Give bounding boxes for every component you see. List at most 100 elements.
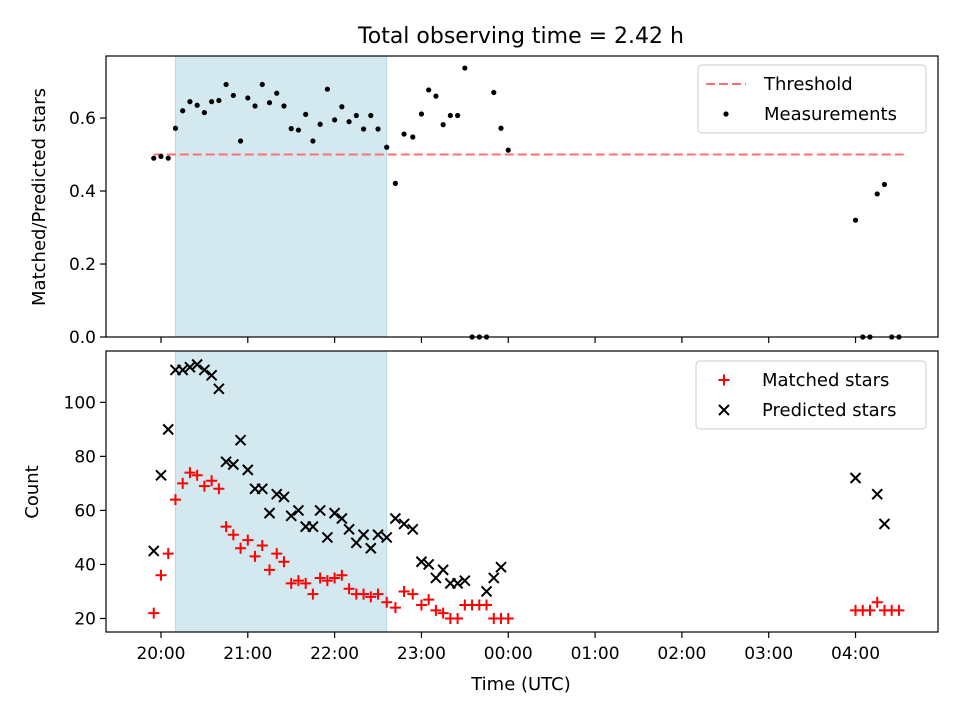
matched-star-point: [871, 596, 883, 608]
predicted-star-point: [198, 364, 211, 376]
predicted-star-point: [389, 512, 402, 525]
predicted-star-point: [176, 364, 189, 376]
predicted-star-point: [437, 564, 449, 576]
predicted-star-point: [148, 545, 160, 557]
measurement-point: [187, 99, 193, 105]
matched-star-point: [256, 540, 268, 552]
predicted-stars-points: [148, 358, 891, 598]
measurement-point: [216, 97, 222, 104]
predicted-star-point: [328, 507, 341, 519]
measurement-point: [339, 104, 345, 110]
measurement-point: [317, 121, 323, 127]
matched-star-point: [336, 569, 348, 581]
predicted-star-point: [488, 572, 500, 584]
matched-star-point: [278, 556, 290, 568]
chart-title: Total observing time = 2.42 h: [357, 24, 684, 49]
matched-star-point: [423, 594, 435, 606]
matched-star-point: [264, 564, 276, 576]
matched-stars-points: [148, 467, 905, 624]
predicted-star-point: [155, 469, 167, 481]
observing-time-span: [174, 55, 388, 338]
predicted-star-point: [480, 585, 493, 598]
measurement-point: [360, 126, 367, 132]
observing-time-span: [174, 350, 388, 633]
matched-star-point: [415, 599, 427, 611]
measurement-point: [852, 217, 859, 223]
matched-star-point: [162, 548, 174, 560]
measurement-point: [237, 138, 244, 144]
matched-star-point: [213, 483, 225, 495]
predicted-star-point: [365, 542, 377, 554]
predicted-star-point: [278, 491, 290, 503]
measurement-point: [353, 112, 359, 119]
legend-measurement-swatch: [723, 111, 729, 117]
predicted-star-point: [191, 358, 203, 371]
matched-star-point: [169, 494, 181, 506]
measurement-point: [223, 81, 229, 88]
matched-star-point: [220, 521, 232, 533]
measurement-point: [209, 99, 215, 105]
measurement-point: [295, 127, 302, 133]
matched-star-point: [381, 596, 393, 608]
matched-star-point: [502, 612, 514, 624]
top-observing-span: [174, 55, 388, 338]
measurement-point: [433, 93, 439, 99]
matched-star-point: [206, 475, 218, 487]
matched-star-point: [343, 583, 355, 595]
x-tick-label: 03:00: [744, 644, 793, 664]
matched-star-point: [321, 575, 333, 587]
predicted-star-point: [205, 369, 218, 382]
predicted-star-point: [398, 518, 410, 530]
predicted-star-point: [271, 488, 283, 500]
predicted-star-point: [213, 383, 225, 395]
measurement-point: [259, 81, 265, 88]
predicted-star-point: [381, 531, 393, 544]
predicted-star-point: [459, 574, 471, 587]
measurement-point: [288, 126, 294, 132]
y-tick-label: 60: [74, 501, 96, 521]
matched-star-point: [365, 591, 377, 603]
matched-star-point: [358, 588, 370, 600]
matched-star-point: [285, 577, 297, 589]
matched-star-point: [184, 467, 196, 479]
predicted-star-point: [407, 523, 419, 536]
predicted-star-point: [314, 504, 326, 517]
matched-star-point: [452, 612, 464, 624]
x-tick-label: 23:00: [397, 644, 446, 664]
measurement-point: [245, 95, 251, 101]
measurement-point: [491, 89, 497, 96]
matched-star-point: [893, 604, 905, 616]
matched-star-point: [407, 588, 419, 600]
predicted-star-point: [184, 361, 196, 373]
matched-star-point: [292, 575, 304, 587]
measurement-point: [274, 90, 280, 96]
predicted-star-point: [871, 488, 883, 500]
predicted-star-point: [292, 504, 305, 517]
predicted-star-point: [234, 434, 247, 446]
predicted-star-point: [451, 577, 464, 590]
matched-star-point: [155, 569, 167, 581]
matched-star-point: [235, 542, 247, 554]
x-tick-label: 20:00: [136, 644, 185, 664]
legend-label: Measurements: [764, 104, 897, 125]
measurement-point: [230, 92, 236, 99]
matched-star-point: [437, 607, 449, 619]
predicted-star-point: [263, 507, 276, 519]
matched-star-point: [329, 572, 341, 584]
bottom-observing-span: [174, 350, 388, 633]
matched-star-point: [227, 529, 239, 541]
predicted-star-point: [220, 456, 232, 468]
predicted-star-point: [336, 512, 348, 525]
predicted-star-point: [422, 558, 435, 571]
measurement-point: [410, 134, 416, 140]
measurement-point: [310, 138, 316, 144]
predicted-star-point: [307, 520, 319, 533]
measurement-point: [165, 155, 171, 161]
y-tick-label: 20: [74, 609, 96, 629]
measurement-point: [498, 125, 504, 131]
matched-star-point: [177, 477, 189, 489]
matched-star-point: [198, 480, 210, 492]
predicted-star-point: [256, 483, 268, 495]
matched-star-point: [430, 604, 442, 616]
